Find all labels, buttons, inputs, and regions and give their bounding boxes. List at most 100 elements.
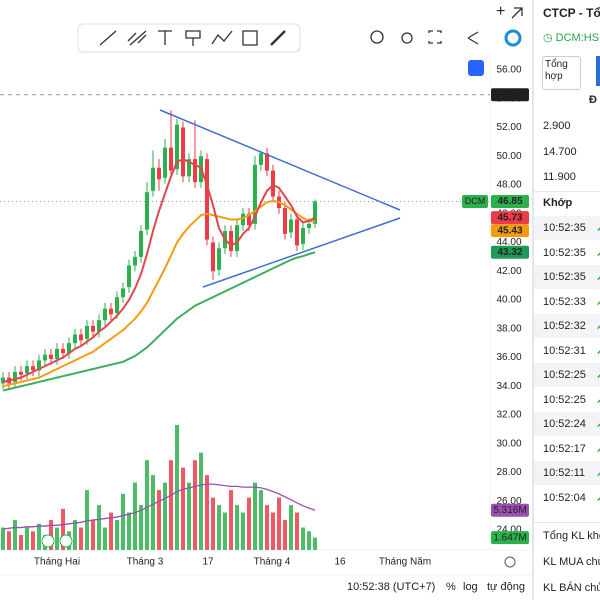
y-tick-label: 32.00 bbox=[496, 410, 521, 421]
candle-body bbox=[67, 343, 71, 354]
volume-bar bbox=[13, 520, 17, 550]
price-tag bbox=[491, 211, 529, 225]
up-arrow: ↗ bbox=[596, 216, 600, 240]
trend-line bbox=[159, 109, 401, 211]
status-time: 10:52:38 (UTC+7) bbox=[347, 581, 435, 593]
candle-body bbox=[139, 231, 143, 257]
trade-row: 10:52:35 ↗ bbox=[534, 216, 600, 240]
y-tick-label: 28.00 bbox=[496, 467, 521, 478]
price-tag-label: 45.43 bbox=[497, 225, 522, 236]
volume-bar bbox=[139, 505, 143, 550]
channel-tool[interactable] bbox=[127, 30, 147, 46]
volume-bar bbox=[103, 527, 107, 550]
price-tag-label: 45.73 bbox=[497, 212, 522, 223]
candle-body bbox=[253, 164, 257, 224]
candle-body bbox=[265, 153, 269, 171]
tab[interactable]: Tổng hợp bbox=[542, 56, 581, 90]
divider bbox=[534, 191, 600, 192]
axis-settings[interactable] bbox=[504, 556, 516, 568]
ticker-text: DCM:HS bbox=[555, 32, 600, 44]
price-axis: 24.00 26.00 28.00 30.00 32.00 34.00 36.00 38.00… bbox=[462, 65, 529, 545]
volume-bar bbox=[235, 505, 239, 550]
y-tick-label: 52.00 bbox=[496, 122, 521, 133]
log-toggle[interactable]: log bbox=[463, 581, 478, 593]
candle-body bbox=[169, 147, 173, 171]
price-tag bbox=[491, 88, 529, 102]
candle-body bbox=[217, 248, 221, 270]
up-arrow: ↗ bbox=[596, 388, 600, 412]
candle-body bbox=[127, 265, 131, 288]
candle-body bbox=[157, 167, 161, 180]
candle-body bbox=[25, 366, 29, 374]
up-arrow: ↗ bbox=[596, 314, 600, 338]
trade-time: 10:52:33 bbox=[543, 295, 586, 308]
price-row: 2.900 bbox=[543, 120, 571, 132]
price-tag-label: 54.28 bbox=[497, 89, 522, 100]
volume-bar bbox=[259, 490, 263, 550]
candle-body bbox=[241, 213, 245, 226]
settings-button[interactable] bbox=[401, 32, 413, 44]
section-title: Khớp bbox=[543, 197, 573, 209]
magnet-tool[interactable] bbox=[370, 30, 384, 44]
candle-body bbox=[187, 159, 191, 177]
volume-bar bbox=[109, 512, 113, 550]
candle-body bbox=[13, 371, 17, 382]
candle-body bbox=[37, 360, 41, 371]
trade-row: 10:52:33 ↗ bbox=[534, 290, 600, 314]
footer-row: Tổng KL khớ bbox=[543, 530, 600, 542]
tab-active[interactable] bbox=[596, 56, 600, 86]
rectangle-tool[interactable] bbox=[242, 30, 258, 46]
candle-body bbox=[103, 308, 107, 321]
text-tool[interactable] bbox=[158, 30, 172, 45]
volume-bar bbox=[97, 505, 101, 550]
volume-bar bbox=[163, 482, 167, 550]
ticker: ◷ DCM:HS bbox=[543, 32, 600, 44]
candle-body bbox=[121, 288, 125, 298]
trade-row: 10:52:24 ↗ bbox=[534, 412, 600, 436]
volume-bar bbox=[175, 424, 179, 550]
trade-time: 10:52:35 bbox=[543, 222, 586, 234]
y-tick-label: 44.00 bbox=[496, 237, 521, 248]
share-button[interactable] bbox=[467, 31, 479, 45]
collapse-button[interactable] bbox=[511, 7, 523, 19]
fullscreen-button[interactable] bbox=[428, 30, 442, 44]
volume-bar bbox=[223, 512, 227, 550]
event-marker bbox=[41, 534, 55, 548]
volume-bar bbox=[295, 512, 299, 550]
ma-line bbox=[2, 251, 316, 392]
trade-time: 10:52:11 bbox=[543, 467, 586, 479]
reset-view-button[interactable] bbox=[468, 60, 484, 76]
y-tick-label: 42.00 bbox=[496, 266, 521, 277]
candle-body bbox=[109, 308, 113, 315]
volume-bar bbox=[145, 460, 149, 550]
volume-bar bbox=[187, 482, 191, 550]
line-tool[interactable] bbox=[99, 30, 117, 46]
volume-bar bbox=[157, 490, 161, 550]
candle-body bbox=[73, 334, 77, 344]
brush-tool[interactable] bbox=[270, 30, 286, 46]
volume-bar bbox=[151, 475, 155, 550]
volume-bar bbox=[79, 527, 83, 550]
volume-bar bbox=[271, 512, 275, 550]
volume-bar bbox=[133, 482, 137, 550]
candle-body bbox=[61, 348, 65, 354]
candle-body bbox=[115, 297, 119, 313]
x-tick-label: Tháng Năm bbox=[379, 557, 431, 568]
volume-bar bbox=[73, 520, 77, 550]
ma-line bbox=[2, 199, 316, 388]
price-tag bbox=[491, 224, 529, 238]
volume-bar bbox=[169, 460, 173, 550]
candle-body bbox=[289, 219, 293, 233]
percent-toggle[interactable]: % bbox=[446, 581, 456, 593]
trade-time: 10:52:31 bbox=[543, 344, 586, 357]
up-arrow: ↗ bbox=[596, 486, 600, 510]
volume-bar bbox=[211, 497, 215, 550]
path-tool[interactable] bbox=[211, 30, 233, 45]
volume-tag-label: 1.647M bbox=[493, 532, 526, 543]
y-tick-label: 24.00 bbox=[496, 525, 521, 536]
note-tool[interactable] bbox=[185, 30, 201, 46]
auto-toggle[interactable]: tự động bbox=[487, 581, 525, 593]
volume-bar bbox=[289, 505, 293, 550]
add-button[interactable]: + bbox=[496, 3, 505, 20]
